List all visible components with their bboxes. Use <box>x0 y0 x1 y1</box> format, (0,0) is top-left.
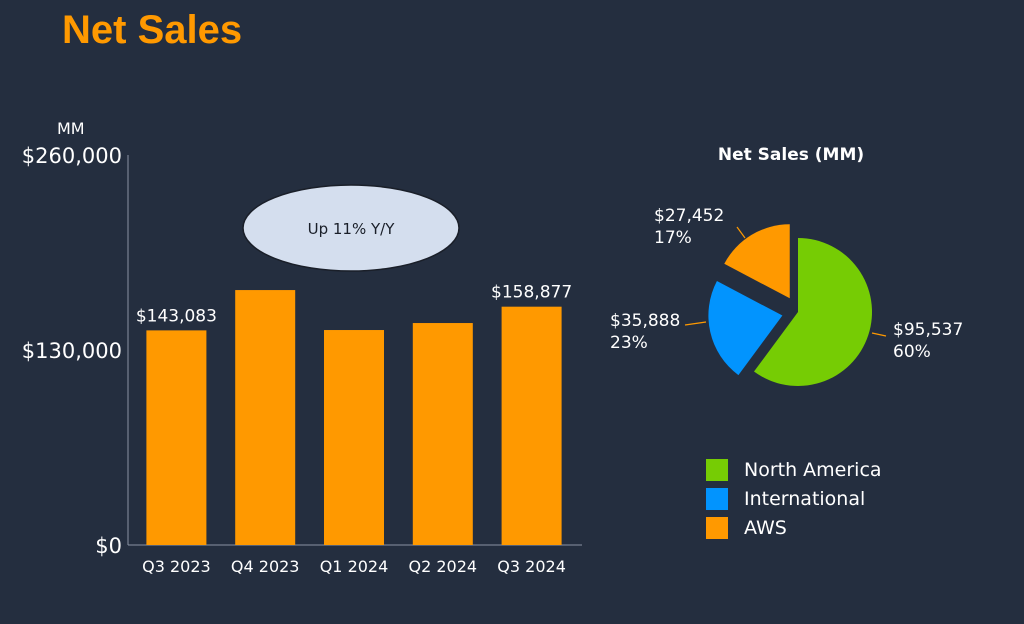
x-tick-label: Q1 2024 <box>320 557 389 576</box>
x-tick-label: Q3 2023 <box>142 557 211 576</box>
slide-title: Net Sales <box>62 8 243 52</box>
pie-value-label: $27,452 <box>654 206 724 226</box>
y-axis-label: MM <box>57 119 85 138</box>
legend-label: North America <box>744 458 882 481</box>
pie-slice-international <box>708 281 783 376</box>
legend-label: International <box>744 487 866 510</box>
y-tick-label: $0 <box>95 534 122 558</box>
pie-slice-aws <box>724 224 790 299</box>
leader-line <box>684 321 707 326</box>
pie-percent-label: 17% <box>654 228 692 248</box>
y-tick-label: $260,000 <box>22 144 122 168</box>
x-tick-label: Q2 2024 <box>409 557 478 576</box>
bar-q4-2023 <box>235 290 296 545</box>
legend-item-aws: AWS <box>706 513 882 542</box>
legend-item-north-america: North America <box>706 455 882 484</box>
annotation-text: Up 11% Y/Y <box>308 220 396 238</box>
bar-q3-2023 <box>146 330 207 545</box>
pie-percent-label: 23% <box>610 333 648 353</box>
pie-title: Net Sales (MM) <box>718 145 864 165</box>
leader-line <box>871 332 887 337</box>
pie-legend: North America International AWS <box>706 455 882 542</box>
legend-swatch <box>706 516 728 539</box>
x-tick-label: Q3 2024 <box>497 557 566 576</box>
legend-label: AWS <box>744 516 787 539</box>
legend-swatch <box>706 458 728 481</box>
leader-line <box>736 226 746 239</box>
x-tick-label: Q4 2023 <box>231 557 300 576</box>
bar-q3-2024 <box>501 306 562 545</box>
y-tick-label: $130,000 <box>22 339 122 363</box>
pie-percent-label: 60% <box>893 342 931 362</box>
bar-data-label: $158,877 <box>491 283 572 303</box>
annotation-bubble <box>242 184 460 272</box>
bar-q1-2024 <box>324 330 384 545</box>
pie-value-label: $35,888 <box>610 311 680 331</box>
bar-q2-2024 <box>412 323 473 545</box>
pie-value-label: $95,537 <box>893 320 963 340</box>
pie-slice-north-america <box>754 238 873 387</box>
legend-item-international: International <box>706 484 882 513</box>
bar-data-label: $143,083 <box>136 306 217 326</box>
legend-swatch <box>706 487 728 510</box>
